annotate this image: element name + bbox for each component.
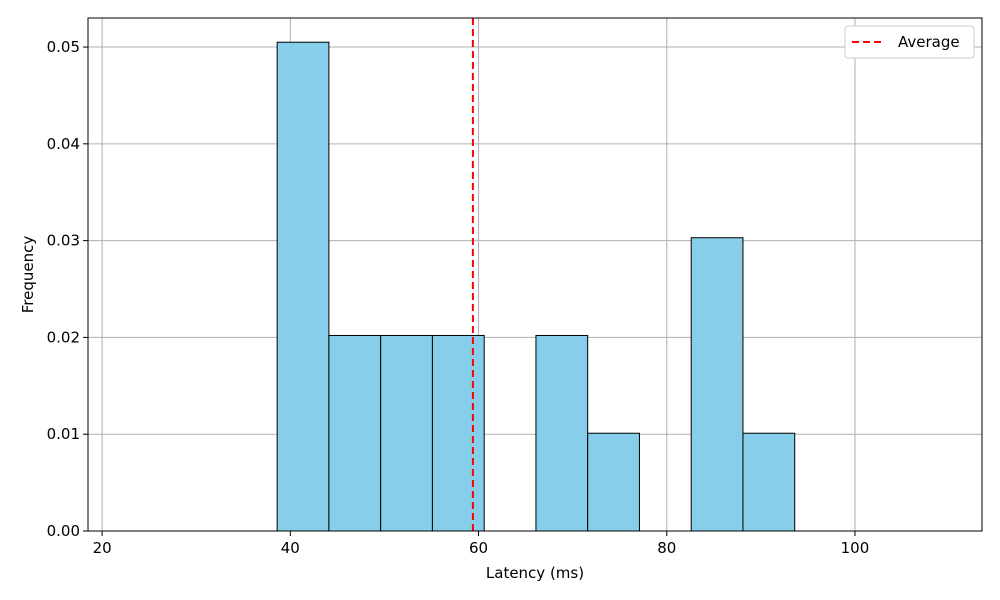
y-tick-label: 0.01 [47,425,80,443]
y-axis-label: Frequency [19,236,37,314]
y-tick-label: 0.05 [47,38,80,56]
histogram-bar [328,334,382,532]
histogram-bar [431,334,485,532]
y-tick-label: 0.02 [47,328,80,346]
y-tick-label: 0.00 [47,522,80,540]
x-tick-label: 40 [281,539,300,557]
histogram-bar [690,237,744,532]
histogram-bar [380,334,433,532]
legend-box [844,25,975,59]
y-axis-ticks: 0.00 0.01 0.02 0.03 0.04 0.05 [47,38,88,540]
legend-average-label: Average [898,33,960,51]
grid [88,18,982,532]
x-tick-label: 60 [469,539,488,557]
x-tick-label: 20 [93,539,112,557]
legend: Average [844,25,975,59]
plot-frame [87,17,983,532]
y-tick-label: 0.03 [47,232,80,250]
y-tick-label: 0.04 [47,135,80,153]
histogram-bar [276,41,330,532]
histogram-bar [742,432,796,532]
x-tick-label: 80 [657,539,676,557]
bars [276,41,796,532]
x-axis-ticks: 20 40 60 80 100 [93,531,870,557]
histogram-bar [587,432,640,532]
histogram-bar [535,334,589,532]
x-axis-label: Latency (ms) [486,564,584,582]
x-tick-label: 100 [841,539,870,557]
